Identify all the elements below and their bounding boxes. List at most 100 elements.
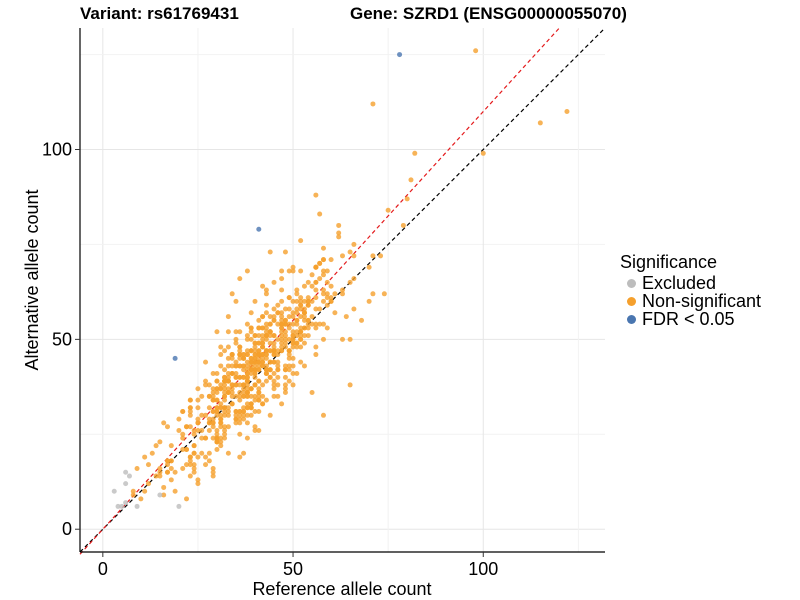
point-non-significant xyxy=(256,409,262,415)
point-non-significant xyxy=(244,336,250,342)
point-non-significant xyxy=(187,454,193,460)
point-non-significant xyxy=(180,431,186,437)
point-non-significant xyxy=(225,344,231,350)
point-non-significant xyxy=(271,386,277,392)
point-non-significant xyxy=(537,120,543,126)
point-non-significant xyxy=(229,355,235,361)
axes: 0 50 100 0 50 100 xyxy=(42,28,605,579)
point-non-significant xyxy=(241,352,247,358)
point-non-significant xyxy=(241,374,247,380)
point-non-significant xyxy=(263,325,269,331)
point-non-significant xyxy=(244,374,250,380)
point-non-significant xyxy=(256,390,262,396)
point-non-significant xyxy=(130,488,136,494)
point-non-significant xyxy=(191,465,197,471)
point-non-significant xyxy=(225,405,231,411)
point-non-significant xyxy=(290,321,296,327)
point-non-significant xyxy=(229,291,235,297)
point-non-significant xyxy=(153,473,159,479)
point-non-significant xyxy=(320,287,326,293)
point-non-significant xyxy=(233,412,239,418)
point-non-significant xyxy=(301,340,307,346)
point-non-significant xyxy=(237,382,243,388)
point-non-significant xyxy=(165,424,170,430)
point-non-significant xyxy=(218,424,224,430)
point-non-significant xyxy=(229,390,235,396)
point-non-significant xyxy=(282,321,288,327)
point-non-significant xyxy=(233,393,239,399)
point-non-significant xyxy=(275,382,281,388)
point-non-significant xyxy=(279,344,285,350)
point-non-significant xyxy=(263,321,269,327)
point-non-significant xyxy=(165,462,170,468)
point-non-significant xyxy=(199,435,205,441)
point-non-significant xyxy=(225,314,231,320)
point-non-significant xyxy=(313,287,319,293)
point-non-significant xyxy=(309,298,315,304)
point-non-significant xyxy=(271,359,277,365)
point-non-significant xyxy=(378,253,384,259)
point-non-significant xyxy=(180,465,186,471)
point-non-significant xyxy=(263,302,269,308)
point-non-significant xyxy=(252,359,258,365)
point-non-significant xyxy=(229,352,235,358)
point-non-significant xyxy=(260,333,266,339)
point-non-significant xyxy=(301,314,307,320)
point-non-significant xyxy=(248,355,254,361)
point-non-significant xyxy=(256,363,262,369)
point-non-significant xyxy=(282,382,288,388)
point-non-significant xyxy=(222,367,228,373)
point-non-significant xyxy=(324,291,330,297)
point-non-significant xyxy=(301,298,307,304)
point-non-significant xyxy=(203,462,209,468)
point-non-significant xyxy=(237,416,243,422)
point-non-significant xyxy=(203,435,209,441)
point-non-significant xyxy=(290,310,296,316)
point-non-significant xyxy=(225,371,231,377)
point-non-significant xyxy=(229,393,235,399)
point-non-significant xyxy=(480,150,486,156)
point-excluded xyxy=(111,488,117,494)
point-non-significant xyxy=(263,329,269,335)
point-non-significant xyxy=(225,329,231,335)
point-non-significant xyxy=(332,310,338,316)
point-non-significant xyxy=(309,314,315,320)
point-non-significant xyxy=(222,374,228,380)
point-non-significant xyxy=(134,465,140,471)
point-non-significant xyxy=(233,371,239,377)
point-non-significant xyxy=(324,302,330,308)
point-non-significant xyxy=(279,348,285,354)
point-non-significant xyxy=(214,390,220,396)
point-non-significant xyxy=(229,371,235,377)
point-non-significant xyxy=(161,484,167,490)
point-non-significant xyxy=(286,321,292,327)
point-non-significant xyxy=(244,393,250,399)
point-non-significant xyxy=(309,272,315,278)
point-non-significant xyxy=(301,333,307,339)
point-non-significant xyxy=(244,401,250,407)
point-non-significant xyxy=(279,325,285,331)
point-non-significant xyxy=(324,295,330,301)
point-non-significant xyxy=(229,363,235,369)
point-non-significant xyxy=(305,279,311,285)
point-non-significant xyxy=(206,393,212,399)
point-non-significant xyxy=(267,374,273,380)
point-non-significant xyxy=(214,431,220,437)
point-non-significant xyxy=(184,462,190,468)
point-non-significant xyxy=(298,359,304,365)
point-non-significant xyxy=(244,371,250,377)
point-non-significant xyxy=(229,401,235,407)
point-non-significant xyxy=(271,393,277,399)
point-non-significant xyxy=(282,336,288,342)
point-non-significant xyxy=(233,374,239,380)
point-non-significant xyxy=(241,390,247,396)
point-non-significant xyxy=(294,317,300,323)
point-non-significant xyxy=(225,363,231,369)
point-non-significant xyxy=(279,321,285,327)
point-non-significant xyxy=(290,314,296,320)
point-non-significant xyxy=(256,317,262,323)
point-non-significant xyxy=(248,412,254,418)
point-non-significant xyxy=(180,435,186,441)
point-non-significant xyxy=(206,458,212,464)
point-non-significant xyxy=(385,207,391,213)
